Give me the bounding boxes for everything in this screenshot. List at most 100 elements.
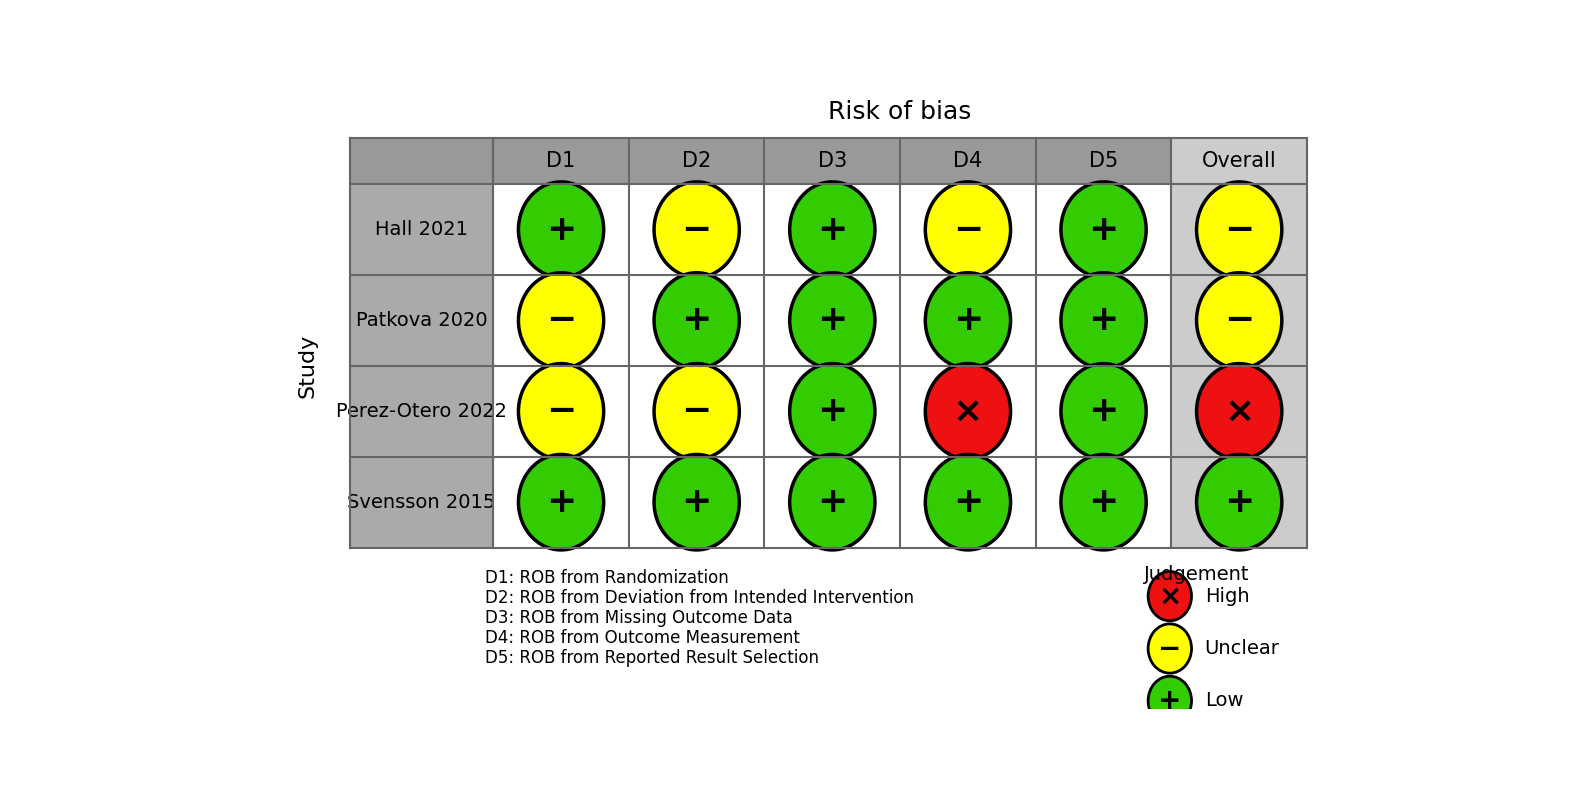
- Ellipse shape: [790, 454, 875, 550]
- Bar: [1035, 275, 1172, 366]
- Bar: [493, 138, 630, 184]
- Bar: [900, 275, 1035, 366]
- Ellipse shape: [653, 273, 739, 368]
- Ellipse shape: [925, 454, 1011, 550]
- Bar: [630, 184, 765, 275]
- Bar: [765, 184, 900, 275]
- Text: +: +: [1224, 485, 1255, 519]
- Text: −: −: [545, 304, 576, 337]
- Text: −: −: [952, 213, 983, 246]
- Text: +: +: [1089, 395, 1119, 428]
- Bar: [493, 457, 630, 548]
- Ellipse shape: [1148, 676, 1191, 725]
- Bar: [630, 275, 765, 366]
- Bar: [900, 184, 1035, 275]
- Text: Low: Low: [1205, 691, 1243, 710]
- Bar: [1035, 184, 1172, 275]
- Text: −: −: [1224, 304, 1255, 337]
- Text: +: +: [952, 485, 983, 519]
- Bar: [1172, 457, 1307, 548]
- Bar: [900, 457, 1035, 548]
- Ellipse shape: [1061, 182, 1146, 277]
- Ellipse shape: [518, 363, 604, 459]
- Text: −: −: [1158, 634, 1181, 662]
- Text: D3: ROB from Missing Outcome Data: D3: ROB from Missing Outcome Data: [485, 609, 793, 627]
- Text: D1: D1: [547, 151, 576, 171]
- Text: Patkova 2020: Patkova 2020: [356, 311, 488, 330]
- Bar: [1035, 457, 1172, 548]
- Bar: [1172, 366, 1307, 457]
- Text: +: +: [817, 213, 847, 246]
- Text: +: +: [1089, 485, 1119, 519]
- Text: D5: D5: [1089, 151, 1118, 171]
- Bar: [493, 275, 630, 366]
- Text: Risk of bias: Risk of bias: [828, 100, 971, 124]
- Text: −: −: [1224, 213, 1255, 246]
- Text: Hall 2021: Hall 2021: [375, 220, 467, 239]
- Bar: [900, 138, 1035, 184]
- Text: D5: ROB from Reported Result Selection: D5: ROB from Reported Result Selection: [485, 650, 819, 667]
- Text: −: −: [545, 395, 576, 428]
- Text: +: +: [1089, 304, 1119, 337]
- Ellipse shape: [518, 273, 604, 368]
- Ellipse shape: [1197, 454, 1282, 550]
- Ellipse shape: [653, 454, 739, 550]
- Bar: [900, 366, 1035, 457]
- Bar: [350, 275, 493, 366]
- Ellipse shape: [653, 182, 739, 277]
- Ellipse shape: [925, 182, 1011, 277]
- Text: +: +: [952, 304, 983, 337]
- Bar: [765, 275, 900, 366]
- Text: Study: Study: [297, 334, 318, 398]
- Text: D4: ROB from Outcome Measurement: D4: ROB from Outcome Measurement: [485, 630, 800, 647]
- Ellipse shape: [790, 182, 875, 277]
- Ellipse shape: [1197, 273, 1282, 368]
- Text: Overall: Overall: [1202, 151, 1277, 171]
- Bar: [765, 457, 900, 548]
- Bar: [350, 184, 493, 275]
- Text: +: +: [817, 485, 847, 519]
- Text: +: +: [1158, 687, 1181, 715]
- Bar: [630, 366, 765, 457]
- Bar: [350, 138, 1307, 548]
- Bar: [493, 366, 630, 457]
- Text: ×: ×: [1224, 395, 1255, 428]
- Text: ×: ×: [952, 395, 983, 428]
- Ellipse shape: [790, 363, 875, 459]
- Text: D1: ROB from Randomization: D1: ROB from Randomization: [485, 569, 730, 587]
- Bar: [630, 138, 765, 184]
- Bar: [493, 184, 630, 275]
- Text: +: +: [545, 485, 576, 519]
- Ellipse shape: [925, 273, 1011, 368]
- Text: High: High: [1205, 587, 1250, 606]
- Ellipse shape: [1061, 273, 1146, 368]
- Text: +: +: [817, 304, 847, 337]
- Ellipse shape: [925, 363, 1011, 459]
- Text: −: −: [682, 213, 712, 246]
- Text: D2: ROB from Deviation from Intended Intervention: D2: ROB from Deviation from Intended Int…: [485, 589, 914, 607]
- Bar: [1172, 275, 1307, 366]
- Bar: [350, 366, 493, 457]
- Ellipse shape: [1148, 624, 1191, 673]
- Ellipse shape: [1148, 571, 1191, 621]
- Text: −: −: [682, 395, 712, 428]
- Text: D3: D3: [817, 151, 847, 171]
- Text: Perez-Otero 2022: Perez-Otero 2022: [335, 402, 507, 421]
- Text: +: +: [682, 304, 712, 337]
- Text: ×: ×: [1158, 582, 1181, 611]
- Text: Unclear: Unclear: [1205, 639, 1280, 658]
- Bar: [1172, 184, 1307, 275]
- Bar: [350, 138, 493, 184]
- Bar: [765, 366, 900, 457]
- Text: +: +: [545, 213, 576, 246]
- Ellipse shape: [518, 454, 604, 550]
- Bar: [1035, 138, 1172, 184]
- Text: D4: D4: [954, 151, 983, 171]
- Ellipse shape: [518, 182, 604, 277]
- Ellipse shape: [653, 363, 739, 459]
- Text: +: +: [1089, 213, 1119, 246]
- Ellipse shape: [1197, 363, 1282, 459]
- Bar: [1035, 366, 1172, 457]
- Text: D2: D2: [682, 151, 711, 171]
- Ellipse shape: [1197, 182, 1282, 277]
